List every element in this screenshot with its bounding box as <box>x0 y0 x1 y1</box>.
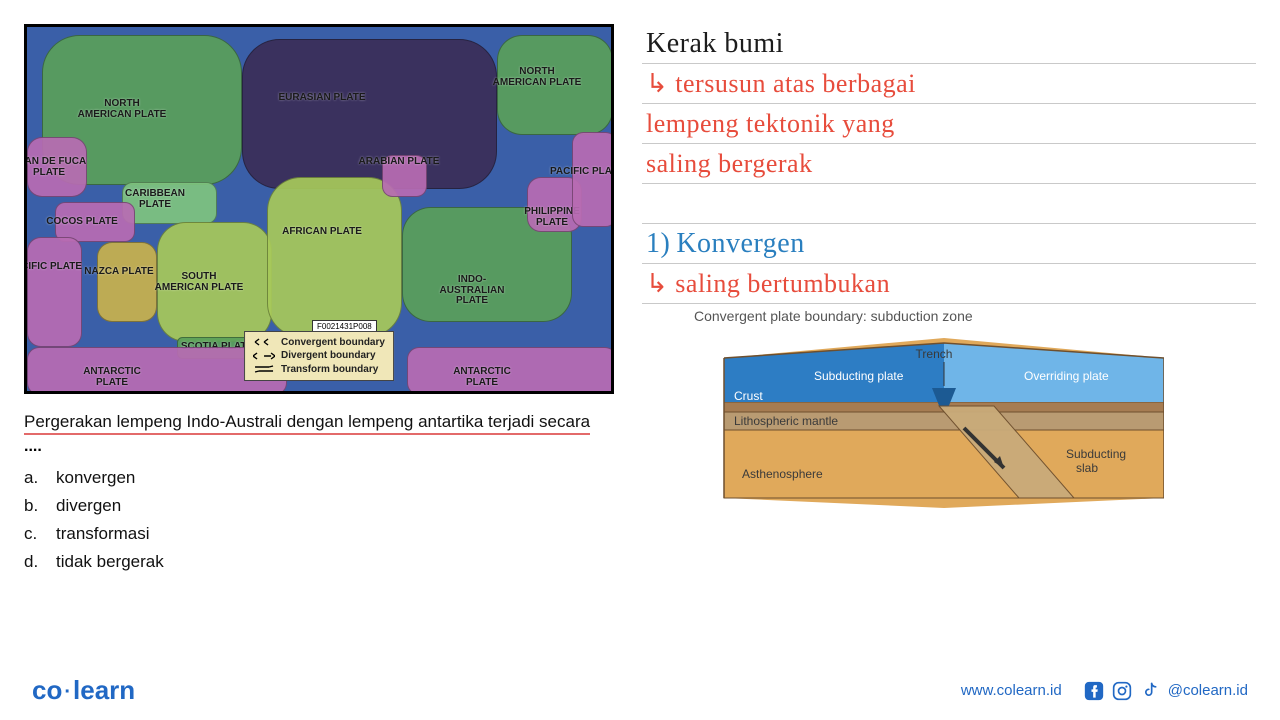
plate-label: SOUTH AMERICAN PLATE <box>154 272 244 293</box>
plate-label: PACIFIC PLATE <box>542 167 614 178</box>
option-text: konvergen <box>56 468 135 488</box>
answer-option[interactable]: c. transformasi <box>24 524 614 544</box>
plate-label: NORTH AMERICAN PLATE <box>77 99 167 120</box>
plate-label: ANTARCTIC PLATE <box>437 367 527 388</box>
plate-label: NAZCA PLATE <box>74 267 164 278</box>
answer-option[interactable]: a. konvergen <box>24 468 614 488</box>
option-label: d. <box>24 552 42 572</box>
notes-title: Kerak bumi <box>646 28 784 60</box>
subduction-block: Convergent plate boundary: subduction zo… <box>642 308 1256 508</box>
option-label: b. <box>24 496 42 516</box>
plate-label: JUAN DE FUCA PLATE <box>24 157 94 178</box>
option-text: transformasi <box>56 524 150 544</box>
svg-text:Trench: Trench <box>916 347 953 361</box>
svg-text:Asthenosphere: Asthenosphere <box>742 467 823 481</box>
map-legend: Convergent boundary Divergent boundary T… <box>244 331 394 382</box>
social-icons: @colearn.id <box>1084 681 1248 701</box>
notes-red-line: saling bergerak <box>646 149 813 179</box>
plate-label: INDO-AUSTRALIAN PLATE <box>427 275 517 307</box>
handwritten-notes: Kerak bumi ↳ tersusun atas berbagai lemp… <box>642 24 1256 304</box>
option-text: tidak bergerak <box>56 552 164 572</box>
svg-text:Subducting: Subducting <box>1066 447 1126 461</box>
option-label: a. <box>24 468 42 488</box>
tectonic-plate-map: NORTH AMERICAN PLATE EURASIAN PLATE NORTH … <box>24 24 614 394</box>
svg-text:Lithospheric mantle: Lithospheric mantle <box>734 414 838 428</box>
question-ellipsis: .... <box>24 438 614 456</box>
facebook-icon <box>1084 681 1104 701</box>
plate-label: ANTARCTIC PLATE <box>67 367 157 388</box>
svg-text:slab: slab <box>1076 461 1098 475</box>
svg-text:Subducting plate: Subducting plate <box>814 369 904 383</box>
answer-option[interactable]: d. tidak bergerak <box>24 552 614 572</box>
plate-label: EURASIAN PLATE <box>277 93 367 104</box>
instagram-icon <box>1112 681 1132 701</box>
legend-item: Divergent boundary <box>281 349 375 363</box>
plate-region <box>97 242 157 322</box>
notes-section-title: Konvergen <box>676 228 804 260</box>
option-text: divergen <box>56 496 121 516</box>
answer-option[interactable]: b. divergen <box>24 496 614 516</box>
legend-item: Convergent boundary <box>281 336 385 350</box>
footer: co·learn www.colearn.id @colearn.id <box>0 675 1280 706</box>
plate-region <box>572 132 614 227</box>
svg-text:Overriding plate: Overriding plate <box>1024 369 1109 383</box>
plate-label: AFRICAN PLATE <box>277 227 367 238</box>
plate-label: ARABIAN PLATE <box>354 157 444 168</box>
legend-item: Transform boundary <box>281 363 378 377</box>
plate-label: COCOS PLATE <box>37 217 127 228</box>
subduction-caption: Convergent plate boundary: subduction zo… <box>694 308 1256 324</box>
footer-url: www.colearn.id <box>961 682 1062 699</box>
question-block: Pergerakan lempeng Indo-Australi dengan … <box>24 412 614 572</box>
notes-section-sub: ↳ saling bertumbukan <box>646 269 890 299</box>
option-label: c. <box>24 524 42 544</box>
plate-region <box>267 177 402 337</box>
footer-handle: @colearn.id <box>1168 682 1248 699</box>
notes-section-number: 1) <box>646 228 670 260</box>
notes-red-line: ↳ tersusun atas berbagai <box>646 69 916 99</box>
svg-text:Crust: Crust <box>734 389 763 403</box>
plate-label: NORTH AMERICAN PLATE <box>492 67 582 88</box>
question-text: Pergerakan lempeng Indo-Australi dengan … <box>24 412 590 435</box>
subduction-diagram: Trench Subducting plate Overriding plate Cr… <box>694 328 1164 508</box>
plate-region <box>27 237 82 347</box>
tiktok-icon <box>1140 681 1160 701</box>
notes-red-line: lempeng tektonik yang <box>646 109 895 139</box>
colearn-logo: co·learn <box>32 675 135 706</box>
